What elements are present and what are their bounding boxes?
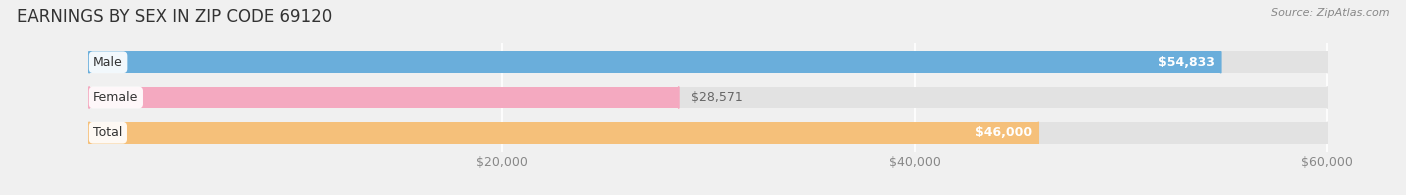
Bar (89, 87, 679, 108)
Text: EARNINGS BY SEX IN ZIP CODE 69120: EARNINGS BY SEX IN ZIP CODE 69120 (17, 8, 332, 26)
Bar (89, 122, 1038, 144)
Text: Male: Male (93, 56, 122, 69)
Text: $54,833: $54,833 (1157, 56, 1215, 69)
Bar (89, 87, 1327, 108)
Bar (89, 122, 1327, 144)
Text: Female: Female (93, 91, 139, 104)
Text: $46,000: $46,000 (974, 126, 1032, 139)
Text: Total: Total (93, 126, 122, 139)
Bar (89, 51, 1327, 73)
Text: $28,571: $28,571 (692, 91, 742, 104)
Bar (89, 51, 1220, 73)
Text: Source: ZipAtlas.com: Source: ZipAtlas.com (1271, 8, 1389, 18)
